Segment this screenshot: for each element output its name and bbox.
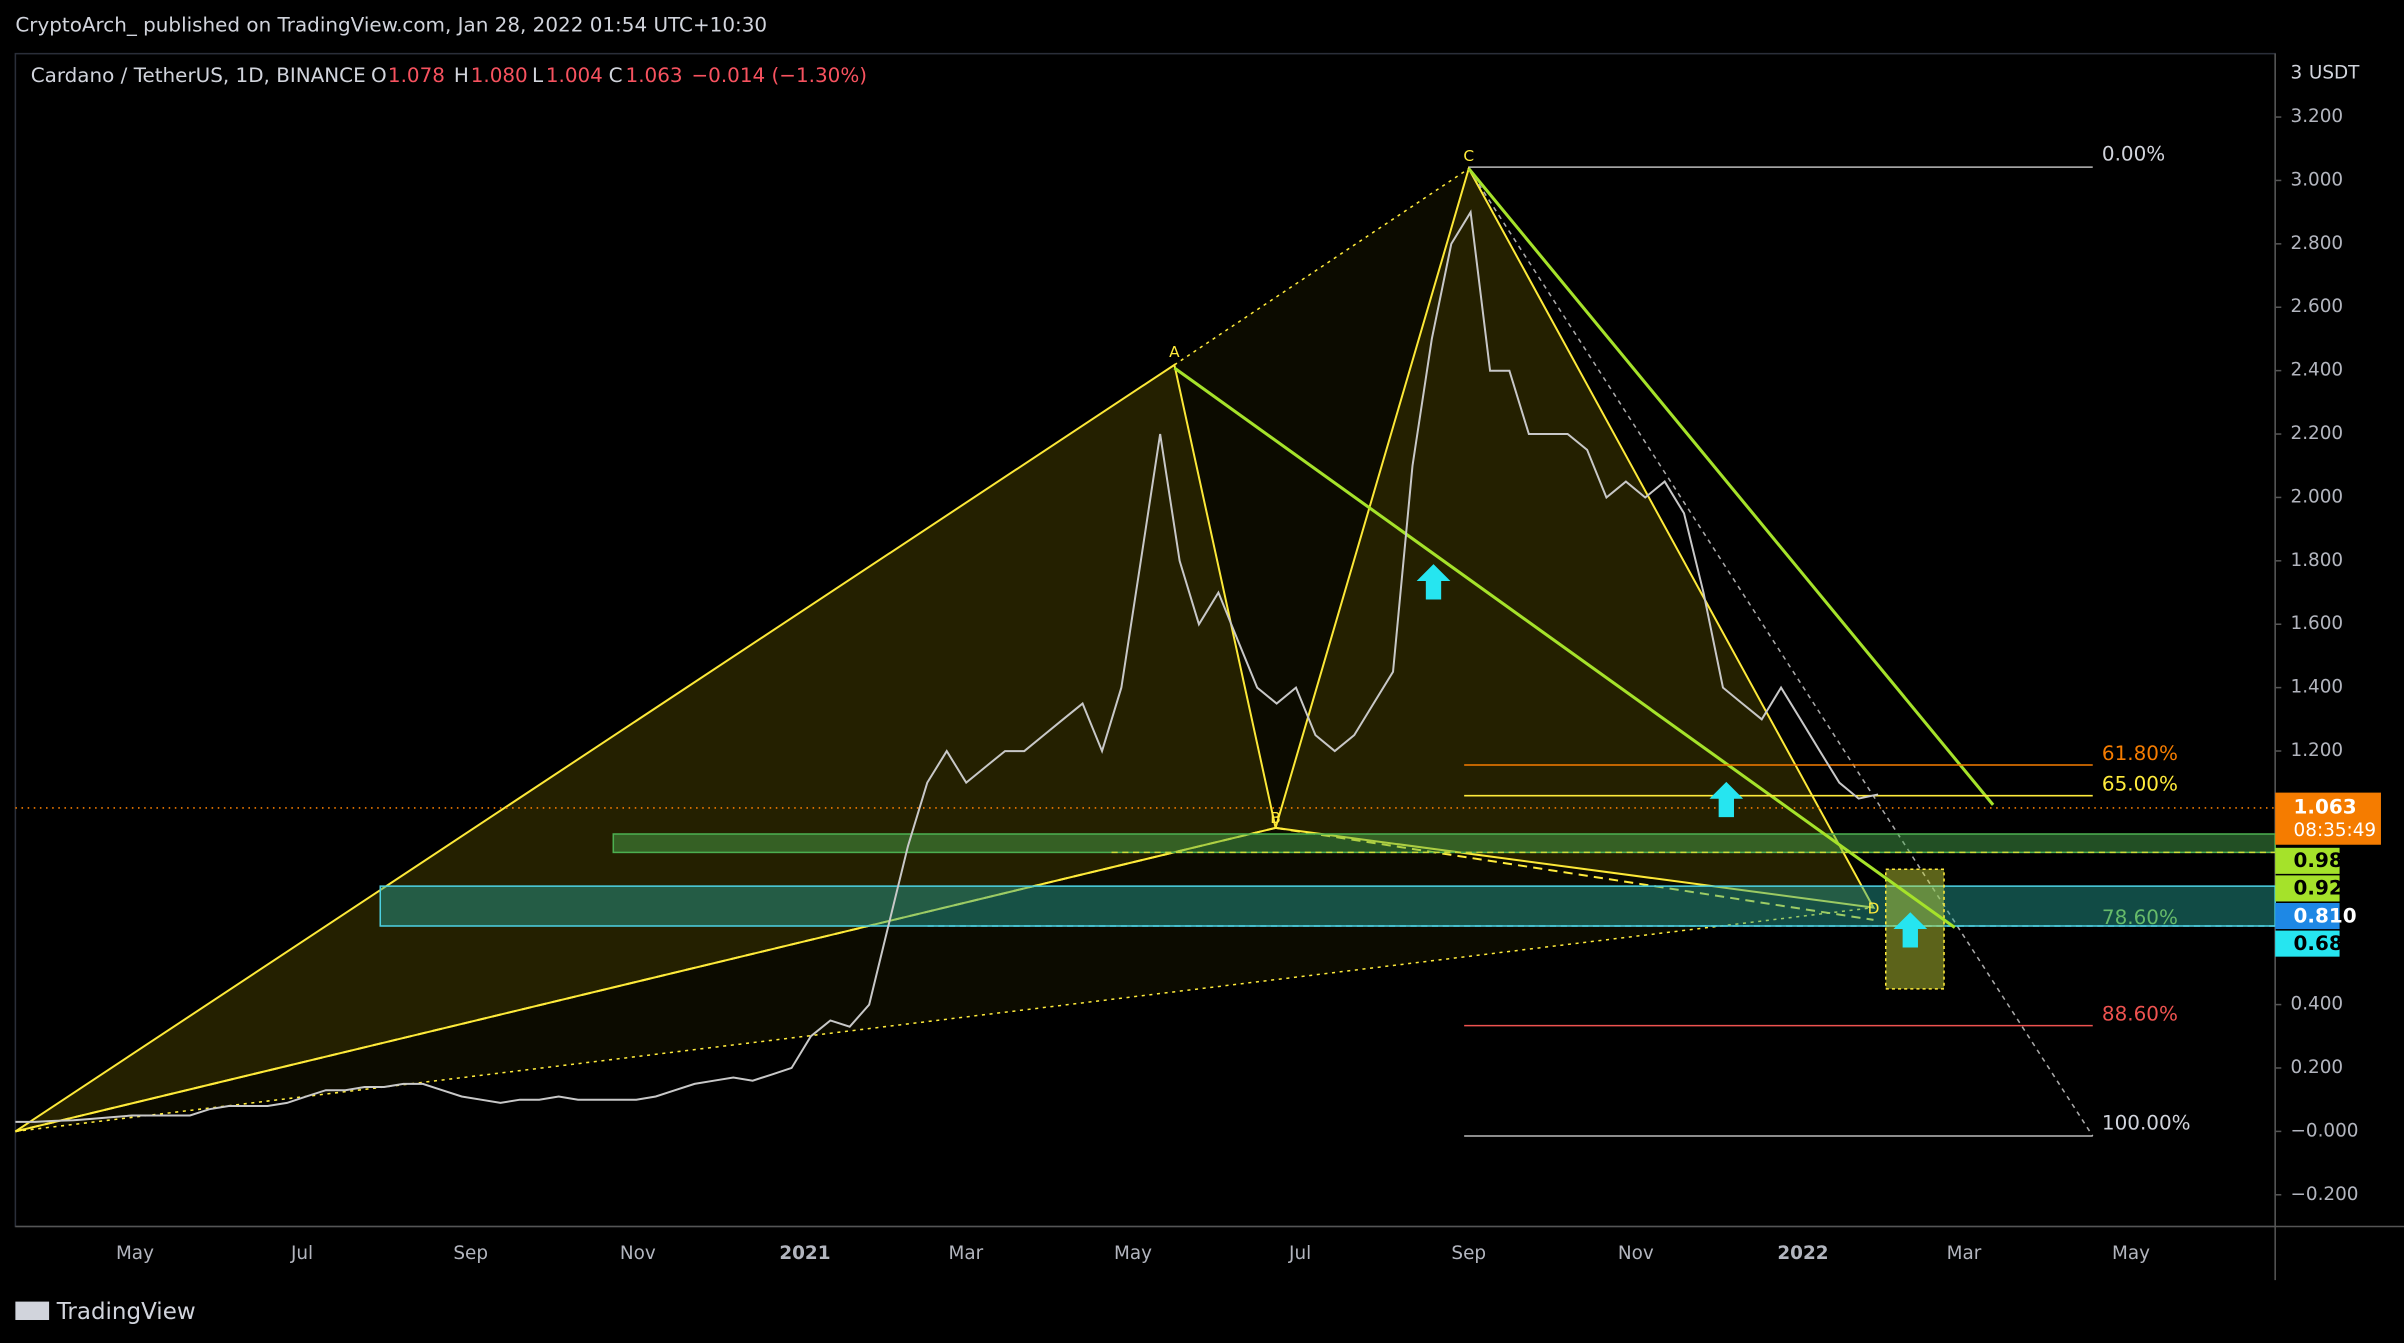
point-label: A: [1169, 343, 1180, 361]
fib-trend: [1468, 168, 2094, 1137]
y-tick-label: 1.600: [2291, 613, 2344, 634]
scale-mode: 3: [2291, 63, 2303, 84]
price-line: [15, 209, 1879, 1123]
high: 1.080: [471, 64, 528, 87]
x-tick-label: Mar: [1947, 1243, 1982, 1264]
y-tick-label: 2.000: [2291, 486, 2344, 507]
fib-label: 61.80%: [2102, 742, 2178, 765]
y-tick-label: −0.000: [2291, 1120, 2359, 1141]
x-tick-label: May: [116, 1243, 154, 1264]
tag-label: 0.920: [2294, 877, 2357, 900]
xd-line: [15, 906, 1874, 1133]
x-tick-label: 2022: [1777, 1243, 1828, 1264]
low: 1.004: [546, 64, 603, 87]
tag-label: 1.063: [2294, 795, 2357, 818]
x-tick-label: Mar: [949, 1243, 984, 1264]
xb-line: [15, 826, 1276, 1133]
close: 1.063: [626, 64, 683, 87]
tag-label: 0.810: [2294, 904, 2357, 927]
tag-label: 0.980: [2294, 849, 2357, 872]
fib-label: 88.60%: [2102, 1002, 2178, 1025]
ac-line: [1173, 168, 1470, 366]
x-tick-label: Jul: [290, 1243, 313, 1264]
h-label: H: [454, 64, 469, 87]
y-tick-label: 0.200: [2291, 1057, 2344, 1078]
legend: Cardano / TetherUS, 1D, BINANCE O 1.078 …: [31, 64, 867, 87]
support-zone: [379, 885, 2276, 927]
point-label: C: [1463, 147, 1474, 165]
c-label: C: [609, 64, 623, 87]
o-label: O: [371, 64, 387, 87]
currency: USDT: [2309, 63, 2360, 84]
wedge-line: [1173, 366, 1956, 929]
y-tick-label: 1.200: [2291, 740, 2344, 761]
tag-label: 0.686: [2294, 932, 2357, 955]
point-label: D: [1868, 900, 1880, 918]
x-tick-label: May: [1114, 1243, 1152, 1264]
footer-brand: TradingView: [56, 1299, 196, 1325]
tag-bg: [2275, 902, 2340, 930]
tag-bg: [2275, 847, 2340, 874]
fib-label: 65.00%: [2102, 772, 2178, 795]
y-tick-label: 2.800: [2291, 233, 2344, 254]
xcd-area: [15, 168, 1874, 1132]
tag-bg: [2275, 792, 2381, 845]
header: CryptoArch_ published on TradingView.com…: [15, 14, 767, 37]
bcd-triangle: [1274, 166, 1876, 909]
up-arrow: [1709, 781, 1744, 818]
up-arrow: [1893, 912, 1928, 948]
y-tick-label: −0.200: [2291, 1184, 2359, 1205]
x-tick-label: Jul: [1288, 1243, 1311, 1264]
bd-line: [1275, 826, 1874, 921]
symbol: Cardano / TetherUS, 1D, BINANCE: [31, 64, 366, 87]
logo: [15, 1301, 50, 1321]
x-tick-label: Nov: [1618, 1243, 1654, 1264]
fib-label: 0.00%: [2102, 142, 2165, 165]
tag-bg: [2275, 875, 2340, 902]
up-arrow: [1416, 564, 1451, 600]
y-tick-label: 2.400: [2291, 360, 2344, 381]
fib-label: 100.00%: [2102, 1111, 2191, 1134]
point-label: B: [1270, 809, 1281, 827]
change: −0.014 (−1.30%): [691, 64, 867, 87]
y-tick-label: 1.800: [2291, 550, 2344, 571]
y-tick-label: 2.600: [2291, 296, 2344, 317]
x-tick-label: May: [2112, 1243, 2150, 1264]
x-tick-label: 2021: [779, 1243, 830, 1264]
y-tick-label: 1.400: [2291, 677, 2344, 698]
y-tick-label: 3.000: [2291, 169, 2344, 190]
wedge-line: [1467, 167, 1995, 806]
price-tags: 1.063 08:35:49 0.980 0.920 0.810 0.686: [2275, 792, 2381, 957]
x-tick-label: Nov: [620, 1243, 656, 1264]
countdown: 08:35:49: [2294, 820, 2377, 841]
x-tick-label: Sep: [1451, 1243, 1486, 1264]
support-zone: [612, 833, 2276, 854]
arrows: [1416, 564, 1928, 948]
tag-bg: [2275, 930, 2340, 957]
y-tick-label: 0.400: [2291, 994, 2344, 1015]
x-tick-label: Sep: [453, 1243, 488, 1264]
open: 1.078: [388, 64, 445, 87]
y-tick-label: 3.200: [2291, 106, 2344, 127]
y-tick-label: 2.200: [2291, 423, 2344, 444]
fib-label: 78.60%: [2102, 906, 2178, 929]
l-label: L: [532, 64, 543, 87]
